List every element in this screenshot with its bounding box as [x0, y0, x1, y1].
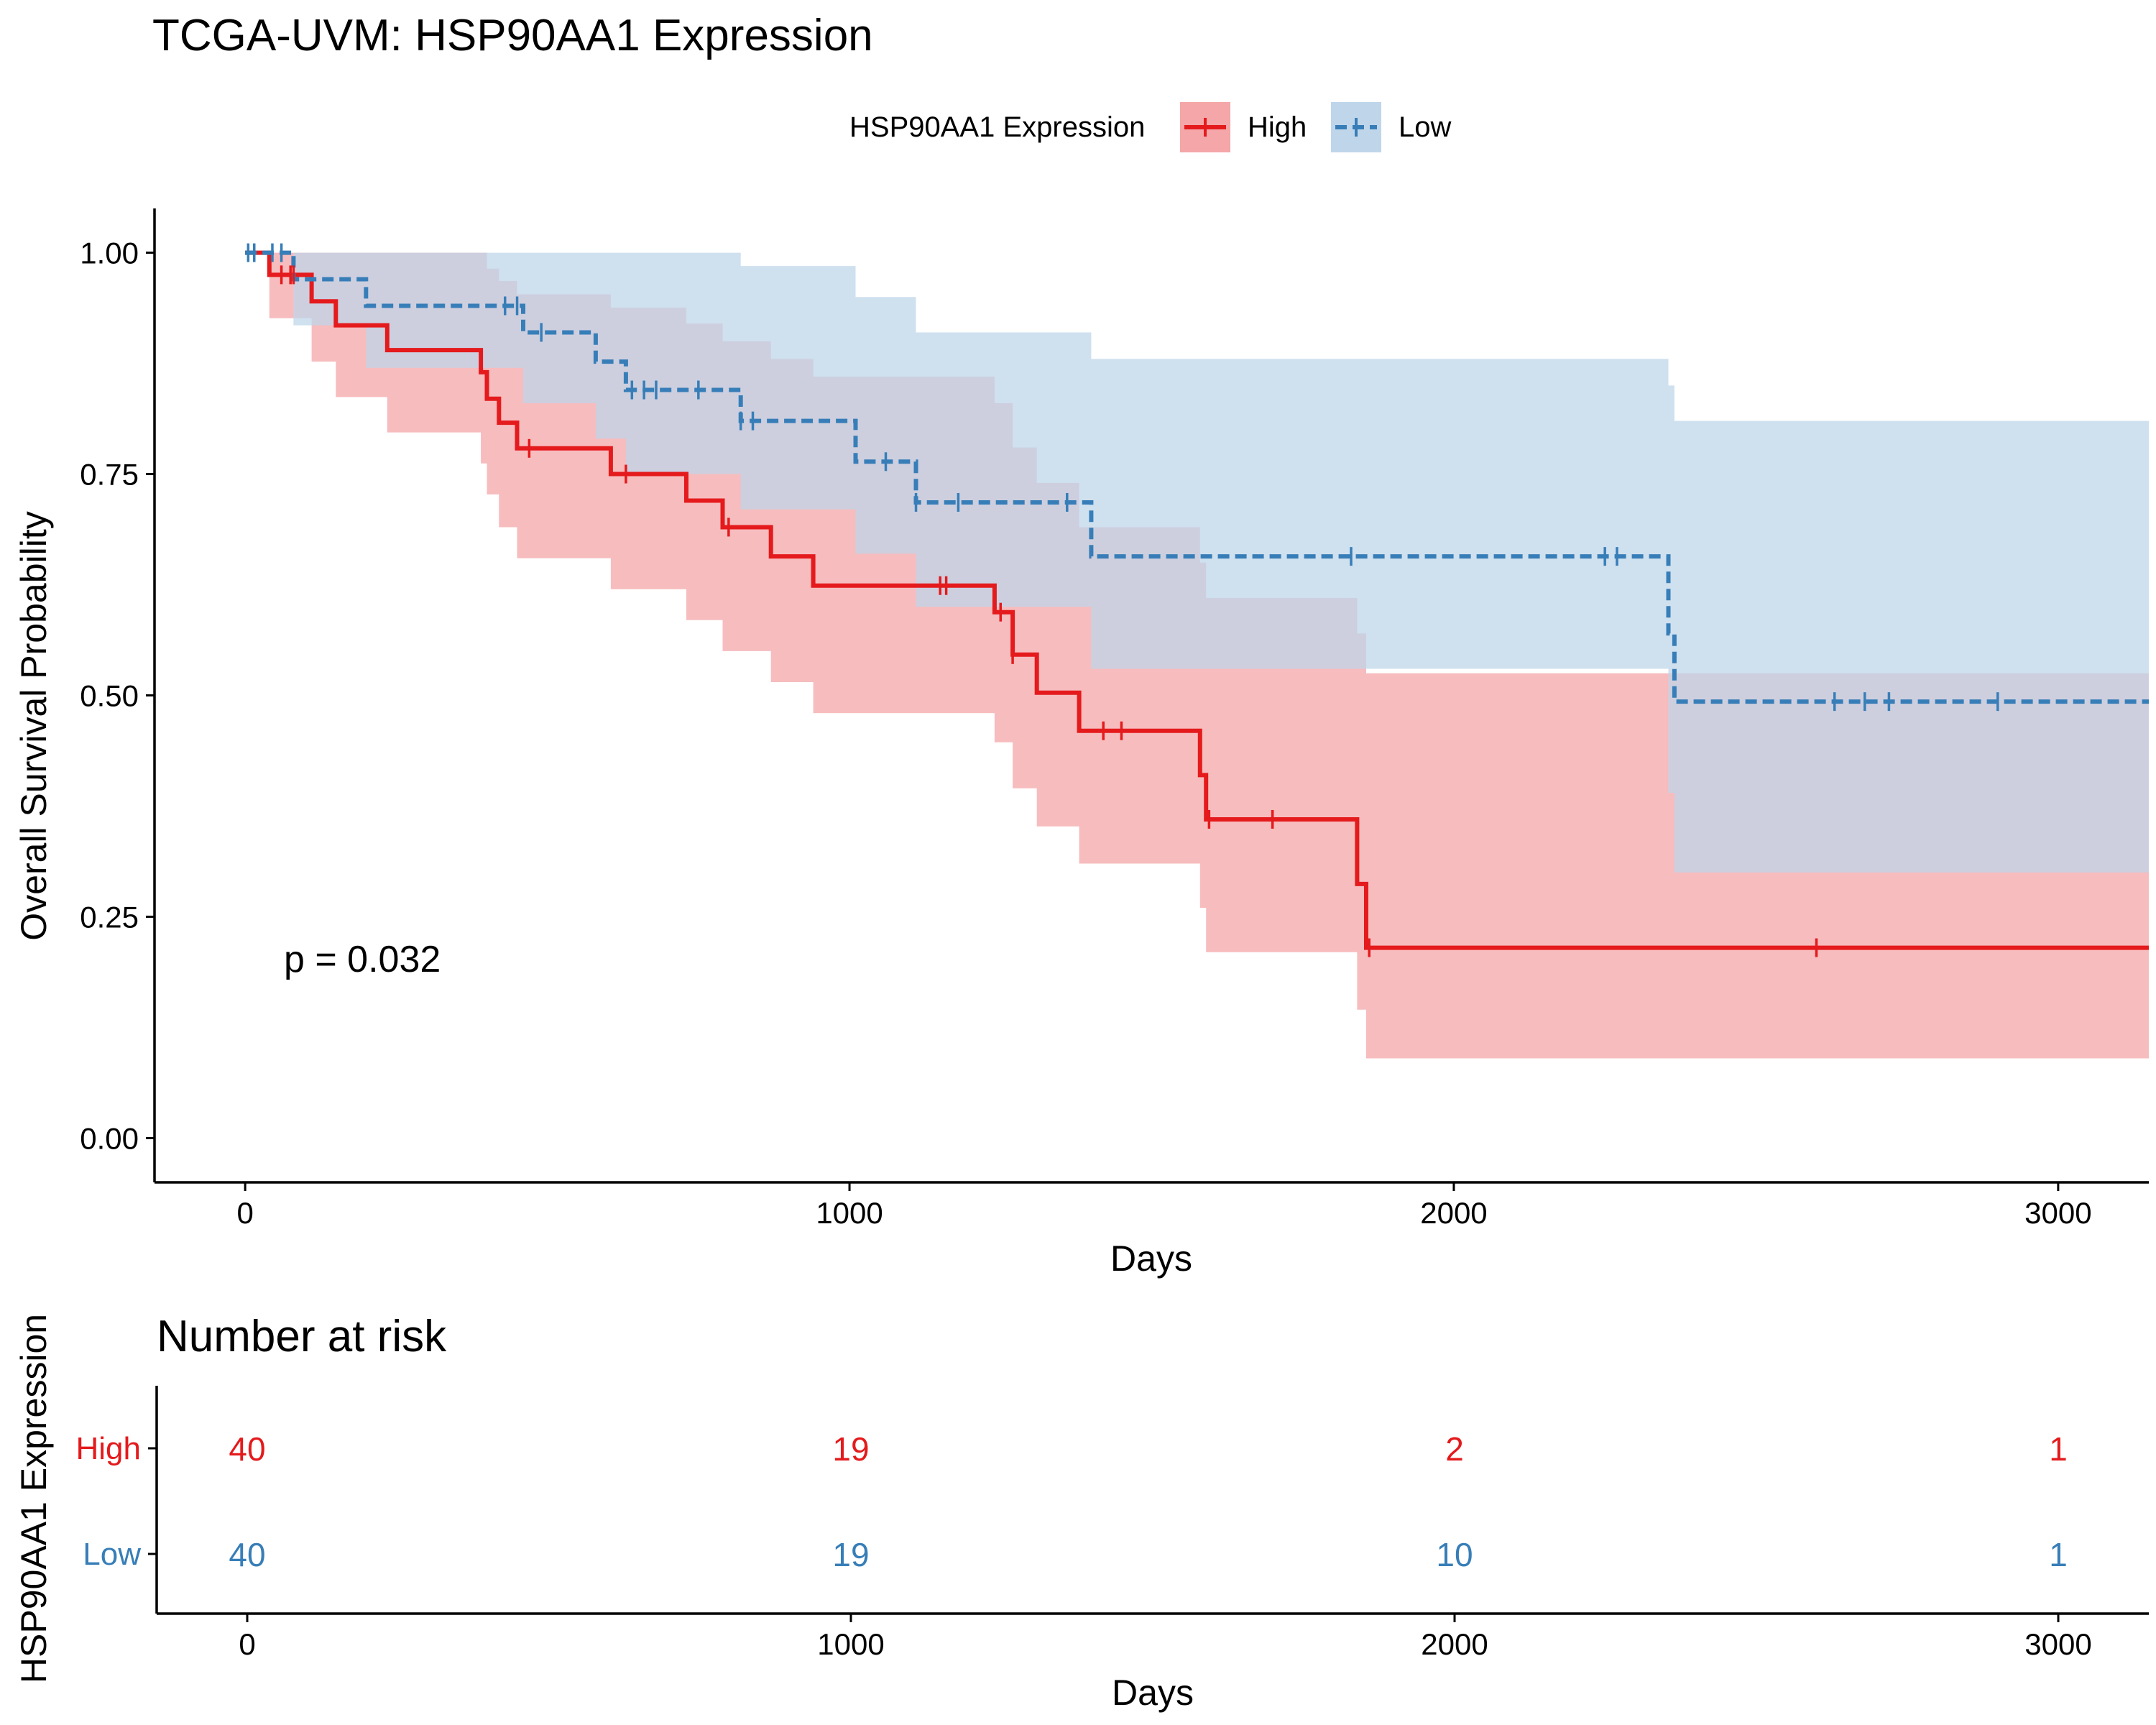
y-tick-label: 0.25 [80, 900, 139, 934]
risk-x-axis-title: Days [1112, 1673, 1194, 1713]
legend-title: HSP90AA1 Expression [849, 111, 1145, 143]
x-tick-label: 0 [236, 1196, 253, 1230]
p-value-annotation: p = 0.032 [284, 939, 441, 980]
y-tick-label: 0.00 [80, 1121, 139, 1155]
chart-title: TCGA-UVM: HSP90AA1 Expression [152, 11, 873, 60]
main-axes: 0.00 0.25 0.50 0.75 1.00 0 1000 2000 3000 [80, 208, 2149, 1230]
legend: HSP90AA1 Expression High Low [849, 102, 1451, 152]
risk-value-high: 2 [1445, 1430, 1464, 1468]
x-axis-title: Days [1110, 1238, 1192, 1279]
risk-value-high: 1 [2049, 1430, 2068, 1468]
legend-label-low: Low [1399, 111, 1451, 143]
risk-value-low: 19 [832, 1536, 869, 1573]
risk-x-tick-label: 0 [239, 1627, 255, 1661]
y-axis-title: Overall Survival Probability [14, 511, 54, 940]
x-tick-label: 3000 [2024, 1196, 2091, 1230]
risk-value-high: 19 [832, 1430, 869, 1468]
legend-label-high: High [1248, 111, 1307, 143]
risk-row-label-high: High [76, 1431, 142, 1466]
risk-value-low: 40 [229, 1536, 265, 1573]
risk-x-tick-label: 2000 [1421, 1627, 1488, 1661]
y-tick-label: 1.00 [80, 236, 139, 270]
survival-curves [245, 250, 2149, 950]
risk-table-axes: High Low 0 1000 2000 3000 [76, 1386, 2149, 1661]
risk-table: 40 19 2 1 40 19 10 1 [229, 1430, 2067, 1573]
x-tick-label: 2000 [1420, 1196, 1487, 1230]
y-tick-label: 0.75 [80, 458, 139, 492]
y-tick-label: 0.50 [80, 679, 139, 713]
risk-value-low: 1 [2049, 1536, 2068, 1573]
survival-line-low [245, 250, 2149, 704]
censor-marks [247, 243, 1999, 957]
risk-x-tick-label: 3000 [2024, 1627, 2091, 1661]
risk-value-high: 40 [229, 1430, 265, 1468]
risk-table-title: Number at risk [157, 1312, 447, 1361]
risk-row-label-low: Low [83, 1537, 141, 1572]
risk-x-tick-label: 1000 [817, 1627, 884, 1661]
risk-value-low: 10 [1436, 1536, 1473, 1573]
survival-line-high [245, 250, 2149, 950]
risk-y-axis-title: HSP90AA1 Expression [14, 1314, 54, 1683]
x-tick-label: 1000 [816, 1196, 883, 1230]
confidence-bands [245, 252, 2149, 1059]
ci-band-low [245, 252, 2149, 873]
